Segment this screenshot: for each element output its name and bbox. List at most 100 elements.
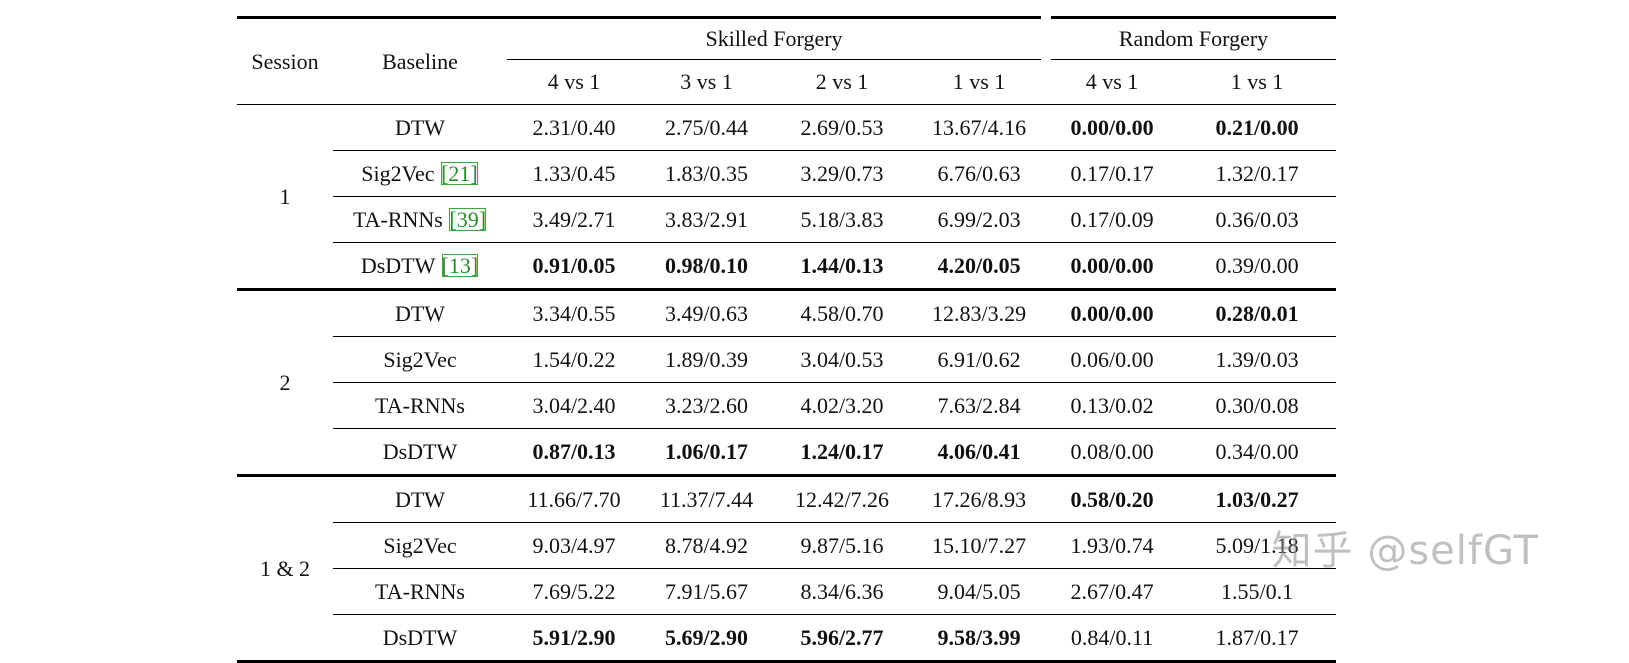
- baseline-cell: TA-RNNs [39]: [333, 196, 507, 243]
- best-value: 5.91/2.90: [532, 624, 616, 650]
- value-cell: 1.24/0.17: [772, 428, 912, 476]
- value-cell: 1.87/0.17: [1178, 614, 1337, 663]
- value: 1.89/0.39: [664, 346, 749, 372]
- random-col-header: 1 vs 1: [1230, 69, 1284, 94]
- value: 9.03/4.97: [532, 532, 616, 558]
- value: 1.87/0.17: [1215, 624, 1299, 650]
- value-cell: 0.84/0.11: [1046, 614, 1179, 663]
- value-cell: 0.39/0.00: [1178, 242, 1337, 290]
- value-cell: 6.91/0.62: [912, 336, 1047, 383]
- value: 1.33/0.45: [532, 160, 616, 186]
- best-value: 0.58/0.20: [1070, 486, 1154, 512]
- session-cell: 2: [237, 288, 333, 476]
- table-row: Sig2Vec 9.03/4.97 8.78/4.92 9.87/5.16 15.10/…: [237, 522, 1337, 569]
- best-value: 1.24/0.17: [800, 438, 884, 464]
- value-cell: 1.54/0.22: [507, 336, 641, 383]
- citation-link[interactable]: [13]: [441, 252, 479, 278]
- value-cell: 0.91/0.05: [507, 242, 641, 290]
- citation-link[interactable]: [39]: [449, 206, 487, 232]
- value-cell: 5.91/2.90: [507, 614, 641, 663]
- value: 12.42/7.26: [794, 486, 890, 512]
- baseline-name: TA-RNNs: [375, 578, 465, 604]
- baseline-cell: Sig2Vec: [333, 336, 507, 383]
- value-cell: 6.76/0.63: [912, 150, 1047, 197]
- table-row: Sig2Vec 1.54/0.22 1.89/0.39 3.04/0.53 6.91/0…: [237, 336, 1337, 383]
- value: 2.69/0.53: [800, 114, 884, 140]
- value-cell: 0.58/0.20: [1046, 474, 1179, 523]
- value: 6.91/0.62: [937, 346, 1021, 372]
- value: 15.10/7.27: [931, 532, 1027, 558]
- skilled-col-header: 4 vs 1: [547, 69, 601, 94]
- baseline-name: Sig2Vec: [383, 532, 457, 558]
- value-cell: 0.13/0.02: [1046, 382, 1179, 429]
- value-cell: 6.99/2.03: [912, 196, 1047, 243]
- table-row: DsDTW 5.91/2.90 5.69/2.90 5.96/2.77 9.58/3.9…: [237, 614, 1337, 663]
- value: 5.18/3.83: [800, 206, 884, 232]
- value-cell: 3.49/2.71: [507, 196, 641, 243]
- value-cell: 3.83/2.91: [641, 196, 772, 243]
- best-value: 0.87/0.13: [532, 438, 616, 464]
- skilled-col-header: 3 vs 1: [680, 69, 733, 94]
- value-cell: 0.00/0.00: [1046, 242, 1179, 290]
- value: 7.91/5.67: [664, 578, 749, 604]
- value-cell: 1.89/0.39: [641, 336, 772, 383]
- value-cell: 1.33/0.45: [507, 150, 641, 197]
- value: 5.09/1.18: [1215, 532, 1299, 558]
- value-cell: 8.34/6.36: [772, 568, 912, 615]
- value-cell: 0.08/0.00: [1046, 428, 1179, 476]
- value-cell: 4.06/0.41: [912, 428, 1047, 476]
- best-value: 0.21/0.00: [1215, 114, 1299, 140]
- baseline-name: DsDTW: [382, 438, 458, 464]
- value-cell: 0.06/0.00: [1046, 336, 1179, 383]
- value: 3.49/0.63: [664, 300, 749, 326]
- value-cell: 0.36/0.03: [1178, 196, 1337, 243]
- baseline-name: DTW: [394, 114, 446, 140]
- value-cell: 0.28/0.01: [1178, 288, 1337, 337]
- value-cell: 5.69/2.90: [641, 614, 772, 663]
- baseline-name: DTW: [394, 486, 446, 512]
- value: 0.08/0.00: [1070, 438, 1154, 464]
- value-cell: 1.39/0.03: [1178, 336, 1337, 383]
- best-value: 0.00/0.00: [1070, 114, 1154, 140]
- value: 0.30/0.08: [1215, 392, 1299, 418]
- value: 11.66/7.70: [527, 486, 621, 512]
- baseline-cell: TA-RNNs: [333, 568, 507, 615]
- baseline-name: Sig2Vec: [383, 346, 457, 372]
- value-cell: 9.03/4.97: [507, 522, 641, 569]
- value: 3.34/0.55: [532, 300, 616, 326]
- best-value: 9.58/3.99: [937, 624, 1021, 650]
- value-cell: 12.83/3.29: [912, 288, 1047, 337]
- value-cell: 15.10/7.27: [912, 522, 1047, 569]
- value: 8.34/6.36: [800, 578, 884, 604]
- best-value: 0.00/0.00: [1070, 300, 1154, 326]
- value-cell: 1.55/0.1: [1178, 568, 1337, 615]
- best-value: 0.91/0.05: [532, 252, 616, 278]
- value-cell: 3.29/0.73: [772, 150, 912, 197]
- value: 0.06/0.00: [1070, 346, 1154, 372]
- table-row: TA-RNNs 3.04/2.40 3.23/2.60 4.02/3.20 7.63/2…: [237, 382, 1337, 429]
- value: 1.55/0.1: [1220, 578, 1294, 604]
- value: 3.83/2.91: [664, 206, 749, 232]
- value: 8.78/4.92: [664, 532, 749, 558]
- value-cell: 13.67/4.16: [912, 104, 1047, 151]
- table-row: DsDTW 0.87/0.13 1.06/0.17 1.24/0.17 4.06/0.4…: [237, 428, 1337, 476]
- value-cell: 5.18/3.83: [772, 196, 912, 243]
- value: 3.49/2.71: [532, 206, 616, 232]
- value-cell: 1.83/0.35: [641, 150, 772, 197]
- value-cell: 1.93/0.74: [1046, 522, 1179, 569]
- value-cell: 1.44/0.13: [772, 242, 912, 290]
- value-cell: 3.49/0.63: [641, 288, 772, 337]
- skilled-forgery-header: Skilled Forgery: [507, 16, 1052, 60]
- baseline-cell: DsDTW: [333, 428, 507, 476]
- random-col-header: 4 vs 1: [1085, 69, 1139, 94]
- value: 1.54/0.22: [532, 346, 616, 372]
- value-cell: 2.31/0.40: [507, 104, 641, 151]
- value: 7.63/2.84: [937, 392, 1021, 418]
- value: 0.36/0.03: [1215, 206, 1299, 232]
- baseline-name: TA-RNNs: [375, 392, 465, 418]
- citation-link[interactable]: [21]: [441, 160, 478, 186]
- value-cell: 0.00/0.00: [1046, 104, 1179, 151]
- value-cell: 9.04/5.05: [912, 568, 1047, 615]
- value: 1.39/0.03: [1215, 346, 1299, 372]
- value-cell: 1.32/0.17: [1178, 150, 1337, 197]
